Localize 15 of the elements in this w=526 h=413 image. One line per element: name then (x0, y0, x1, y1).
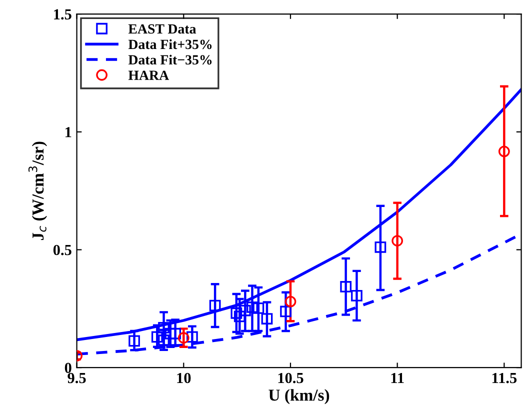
y-tick-label: 0 (64, 362, 72, 374)
legend-label: Data Fit+35% (128, 39, 212, 50)
legend-label: Data Fit−35% (128, 54, 212, 65)
y-tick-label: 1 (66, 127, 72, 138)
y-axis-title: J$_{c}$ (W/cm$^{3}$/sr) (28, 142, 48, 240)
y-tick-label: 1.5 (54, 9, 72, 20)
x-tick-label: 11 (391, 372, 404, 384)
x-tick-label: 10 (177, 372, 191, 384)
y-tick-label: 0.5 (53, 244, 72, 256)
legend-label: EAST Data (128, 24, 196, 34)
legend-label: HARA (128, 70, 169, 80)
x-tick-label: 9.5 (68, 372, 86, 384)
x-axis-title: U (km/s) (268, 389, 330, 404)
x-tick-label: 10.5 (278, 372, 304, 384)
x-tick-label: 11.5 (492, 372, 517, 384)
